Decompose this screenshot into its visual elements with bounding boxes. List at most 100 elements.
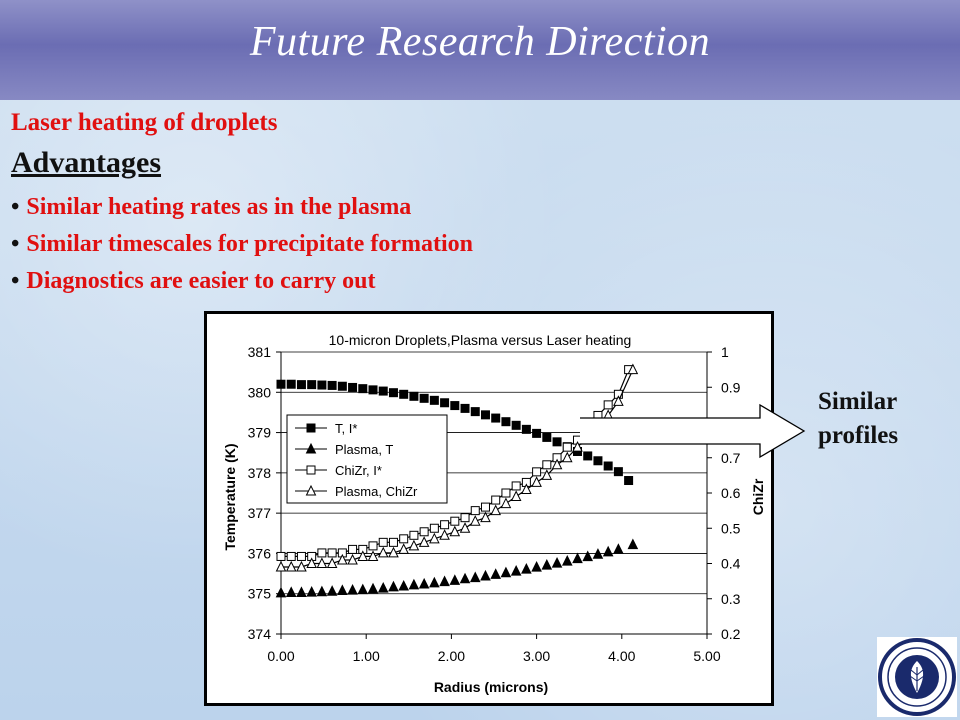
- bullet-text: Similar timescales for precipitate forma…: [26, 231, 473, 257]
- callout-line: Similar: [818, 388, 898, 415]
- legend-item: Plasma, T: [295, 442, 393, 457]
- data-point: [388, 388, 398, 398]
- data-point: [418, 577, 430, 589]
- slide-title: Future Research Direction: [249, 19, 711, 65]
- legend-label: Plasma, ChiZr: [335, 484, 418, 499]
- data-point: [419, 393, 429, 403]
- title-bar: Future Research Direction: [0, 0, 960, 100]
- y2-tick-label: 0.4: [721, 556, 741, 572]
- data-point: [490, 568, 502, 579]
- data-point: [491, 413, 501, 423]
- data-point: [561, 554, 573, 566]
- data-point: [572, 441, 583, 452]
- data-point: [388, 537, 398, 547]
- data-point: [378, 386, 388, 396]
- legend-label: ChiZr, I*: [335, 463, 382, 478]
- y-tick-label: 380: [248, 384, 272, 400]
- data-point: [368, 385, 378, 395]
- data-point: [531, 476, 542, 487]
- y2-tick-label: 0.7: [721, 450, 741, 466]
- data-point: [307, 380, 317, 390]
- data-point: [583, 451, 593, 461]
- data-point: [459, 572, 471, 584]
- data-point: [480, 511, 491, 523]
- data-point: [613, 467, 623, 477]
- bullet-dot-icon: •: [11, 268, 20, 294]
- legend-marker: [306, 465, 316, 475]
- data-point: [460, 513, 470, 523]
- data-point: [409, 530, 419, 540]
- legend-label: Plasma, T: [335, 442, 393, 457]
- y-axis-label: Temperature (K): [222, 443, 238, 550]
- y-tick-label: 377: [248, 505, 272, 521]
- data-point: [296, 551, 306, 561]
- data-point: [419, 527, 429, 537]
- data-point: [624, 476, 634, 486]
- x-tick-label: 3.00: [523, 648, 550, 664]
- data-point: [490, 504, 502, 516]
- bullet-dot-icon: •: [11, 231, 20, 257]
- data-point: [316, 557, 328, 568]
- data-point: [593, 456, 603, 466]
- data-point: [337, 584, 348, 595]
- y2-axis-label: ChiZr: [750, 478, 766, 515]
- data-point: [439, 529, 450, 540]
- data-point: [276, 379, 286, 389]
- data-point: [286, 551, 296, 561]
- legend-marker: [305, 484, 317, 496]
- data-point: [306, 585, 317, 597]
- data-point: [572, 552, 583, 564]
- data-point: [429, 576, 440, 588]
- y2-tick-label: 0.3: [721, 591, 741, 607]
- data-point: [459, 522, 471, 533]
- y-tick-label: 374: [248, 626, 272, 642]
- data-point: [561, 451, 573, 463]
- data-point: [449, 525, 461, 537]
- data-point: [337, 381, 347, 391]
- data-point: [510, 565, 522, 576]
- data-point: [469, 571, 481, 583]
- data-point: [275, 586, 287, 598]
- data-point: [357, 550, 369, 561]
- temperature-chizr-chart: 374 375 376 377 378 379 380 381 0.2 0.3 0.4 0.5 0.6 0…: [222, 332, 766, 695]
- data-point: [285, 586, 297, 598]
- x-tick-label: 0.00: [267, 648, 294, 664]
- legend-marker: [306, 423, 316, 433]
- data-point: [511, 481, 521, 491]
- data-point: [388, 546, 399, 558]
- data-point: [367, 582, 379, 594]
- chart-title: 10-micron Droplets,Plasma versus Laser h…: [329, 332, 632, 348]
- similar-profiles-callout: Similar profiles: [818, 385, 898, 453]
- data-point: [613, 395, 624, 406]
- callout-arrow-icon: [580, 403, 806, 459]
- x-tick-label: 1.00: [353, 648, 380, 664]
- data-point: [337, 553, 348, 565]
- data-point: [327, 380, 337, 390]
- legend-item: ChiZr, I*: [295, 463, 382, 478]
- y-tick-label: 375: [248, 586, 272, 602]
- data-point: [511, 420, 521, 430]
- data-point: [521, 424, 531, 434]
- data-point: [551, 556, 563, 568]
- data-point: [440, 520, 450, 530]
- data-point: [510, 490, 522, 502]
- data-point: [377, 581, 389, 593]
- legend-item: Plasma, ChiZr: [295, 484, 418, 499]
- data-point: [603, 400, 613, 410]
- data-point: [326, 585, 338, 596]
- data-point: [592, 548, 604, 559]
- data-point: [449, 574, 461, 585]
- advantages-list: • Similar heating rates as in the plasma …: [11, 193, 473, 304]
- data-point: [276, 551, 286, 561]
- data-point: [470, 506, 480, 516]
- data-point: [408, 578, 420, 590]
- data-point: [551, 458, 563, 470]
- data-point: [501, 417, 511, 427]
- data-point: [542, 432, 552, 442]
- data-point: [368, 541, 378, 551]
- data-point: [327, 548, 337, 558]
- data-point: [603, 461, 613, 471]
- data-point: [317, 380, 327, 390]
- data-point: [521, 483, 532, 494]
- data-point: [439, 575, 450, 587]
